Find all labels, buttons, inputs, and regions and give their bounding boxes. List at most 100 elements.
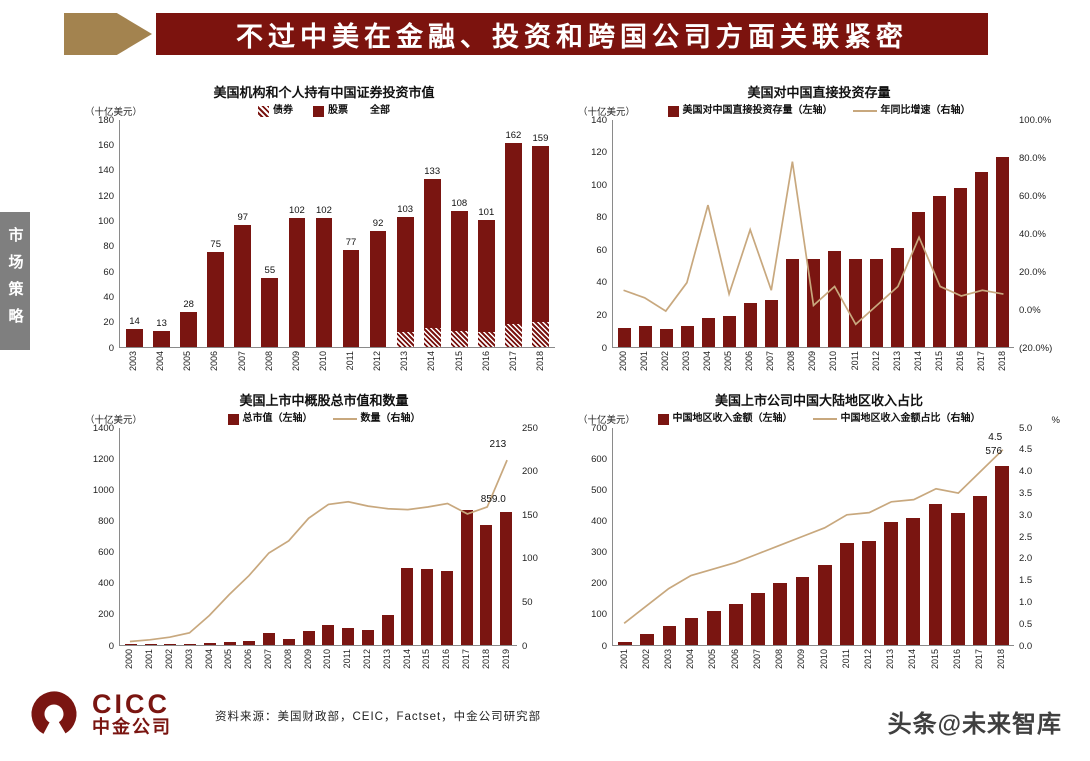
plot: 0 20 40 60 80 100 120 140 100.0% 80.0% 60.0% 40.0%… <box>578 115 1060 352</box>
x-tick: 2017 <box>500 348 527 382</box>
legend-item: 中国地区收入金额占比（右轴） <box>812 410 981 428</box>
y-tick-left: 80 <box>596 211 607 223</box>
bar-column <box>858 428 880 645</box>
x-tick-label: 2006 <box>729 649 740 670</box>
bar <box>764 299 778 347</box>
x-tick: 2001 <box>613 646 635 680</box>
bar-column <box>950 120 971 347</box>
chart-header: （十亿美元） 债券 股票 全部 <box>85 102 563 120</box>
x-axis: 2003 2004 2005 2006 2007 2008 2009 2010 2011 2012… <box>85 348 563 382</box>
bar <box>401 567 414 645</box>
bar <box>243 640 256 645</box>
chart-header: （十亿美元） 美国对中国直接投资存量（左轴） 年同比增速（右轴） <box>578 102 1060 120</box>
bar-column: 162 <box>500 120 527 347</box>
x-tick: 2012 <box>358 646 378 680</box>
chart-us-companies-china-revenue: 美国上市公司中国大陆地区收入占比 （十亿美元） % 中国地区收入金额（左轴） 中国… <box>578 392 1060 680</box>
bar <box>706 610 721 645</box>
legend-label: 数量（右轴） <box>360 413 421 424</box>
legend-item: 美国对中国直接投资存量（左轴） <box>667 102 833 120</box>
x-tick-label: 2016 <box>480 351 491 372</box>
logo-en: CICC <box>92 688 170 719</box>
y-axis-right: 0 50 100 150 200 250 <box>517 423 563 650</box>
bar-column <box>338 428 358 645</box>
bar-column <box>947 428 969 645</box>
bar: 108 <box>450 198 468 347</box>
x-tick: 2003 <box>179 646 199 680</box>
bar <box>972 496 987 645</box>
bar-value-label: 13 <box>156 317 167 329</box>
x-tick: 2009 <box>298 646 318 680</box>
legend-label: 总市值（左轴） <box>242 413 313 424</box>
bar-column <box>782 120 803 347</box>
bar-column: 13 <box>148 120 175 347</box>
x-tick-label: 2015 <box>421 649 432 670</box>
y-tick-left: 60 <box>103 266 114 278</box>
x-tick: 2000 <box>120 646 140 680</box>
bar-column <box>769 428 791 645</box>
bar-column <box>378 428 398 645</box>
bar-column <box>814 428 836 645</box>
bar <box>184 643 197 645</box>
bar: 103 <box>396 204 414 347</box>
x-tick-label: 2003 <box>663 649 674 670</box>
y-tick-right: 3.5 <box>1019 487 1033 499</box>
bar-column <box>437 428 457 645</box>
bond-segment-hatched <box>532 321 549 347</box>
y-axis-right <box>555 120 563 348</box>
bars-layer <box>613 428 1014 645</box>
hatch-swatch-icon <box>258 105 269 117</box>
axis-unit-left: （十亿美元） <box>85 107 143 118</box>
x-tick-label: 2009 <box>290 351 301 372</box>
section-tab-market-strategy: 市场策略 <box>0 212 30 350</box>
bar-column: 55 <box>256 120 283 347</box>
bar <box>680 325 694 347</box>
x-tick: 2000 <box>613 348 634 382</box>
bar-value-label: 101 <box>478 206 495 218</box>
bar-column <box>992 120 1013 347</box>
bar-column <box>698 120 719 347</box>
bar-column <box>791 428 813 645</box>
y-tick-right: 0.5 <box>1019 618 1033 630</box>
bar-value-label: 102 <box>316 205 332 217</box>
bar-column <box>969 428 991 645</box>
bar: 102 <box>315 205 333 347</box>
bar-column <box>417 428 437 645</box>
bar-column: 108 <box>446 120 473 347</box>
annotation-label: 213 <box>489 439 507 451</box>
y-tick-left: 100 <box>591 609 607 621</box>
y-tick-left: 160 <box>98 139 114 151</box>
y-tick-left: 1000 <box>92 484 114 496</box>
bar <box>995 157 1009 347</box>
y-tick-left: 0 <box>601 640 607 652</box>
x-tick-label: 2003 <box>128 351 139 372</box>
x-tick-label: 2011 <box>345 351 356 371</box>
legend-label: 美国对中国直接投资存量（左轴） <box>682 105 833 116</box>
plot: 0 20 40 60 80 100 120 140 160 180 14 13 28 75 97 55 102… <box>85 115 563 352</box>
x-tick: 2013 <box>391 348 418 382</box>
x-tick-label: 2018 <box>534 351 545 372</box>
x-tick-label: 2007 <box>765 351 776 372</box>
bar-column <box>398 428 418 645</box>
bond-segment-hatched <box>450 330 468 347</box>
line-series <box>613 120 1014 347</box>
bar-column <box>279 428 299 645</box>
x-tick: 2010 <box>813 646 835 680</box>
x-tick: 2008 <box>769 646 791 680</box>
x-tick-label: 2018 <box>480 649 491 670</box>
x-tick-label: 2002 <box>640 649 651 670</box>
x-tick-label: 2010 <box>322 649 333 670</box>
bar <box>421 568 434 645</box>
x-tick-label: 2004 <box>685 649 696 670</box>
x-tick: 2004 <box>199 646 219 680</box>
annotation-label: 859.0 <box>480 494 506 506</box>
x-tick-label: 2004 <box>702 351 713 372</box>
x-tick: 2002 <box>635 646 657 680</box>
bar <box>342 627 355 645</box>
bar-column <box>259 428 279 645</box>
x-axis-labels: 2003 2004 2005 2006 2007 2008 2009 2010 2011 2012… <box>119 348 555 382</box>
cicc-logo-text: CICC 中金公司 <box>92 690 172 738</box>
x-tick-label: 2018 <box>996 351 1007 372</box>
y-tick-left: 120 <box>98 190 114 202</box>
bar-column: 101 <box>473 120 500 347</box>
